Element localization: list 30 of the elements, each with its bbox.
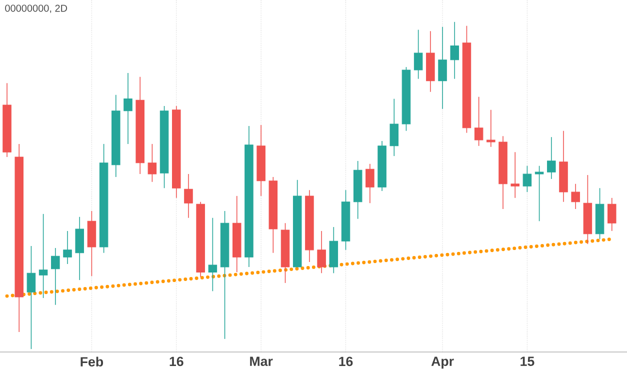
x-tick-label: Apr [431, 356, 454, 369]
candlestick [450, 22, 459, 80]
candlestick [390, 98, 399, 156]
candlestick [534, 165, 544, 222]
candlestick [317, 230, 326, 274]
chart-title: 00000000, 2D [5, 4, 68, 13]
candlestick [75, 216, 84, 280]
candlestick [486, 110, 496, 148]
candlestick [510, 152, 520, 198]
x-tick-label: Feb [80, 356, 104, 366]
candlestick [124, 72, 132, 144]
candlestick [522, 165, 532, 192]
candlestick [208, 217, 218, 292]
candlestick [148, 144, 157, 182]
candlestick [26, 246, 36, 350]
candlestick [38, 214, 48, 298]
candlestick [184, 174, 193, 218]
candlestick [414, 29, 423, 80]
x-tick-label: 15 [520, 356, 534, 366]
candlestick [571, 183, 580, 210]
candlestick [438, 26, 447, 110]
x-tick-label: Mar [250, 356, 273, 366]
x-tick-label: 16 [170, 356, 184, 366]
x-tick-label: 16 [339, 356, 353, 366]
candlestick [474, 96, 484, 146]
candlestick [51, 248, 60, 306]
candlestick [608, 198, 616, 232]
candlestick [547, 136, 556, 180]
candlestick [366, 163, 374, 204]
candlestick [63, 230, 72, 264]
